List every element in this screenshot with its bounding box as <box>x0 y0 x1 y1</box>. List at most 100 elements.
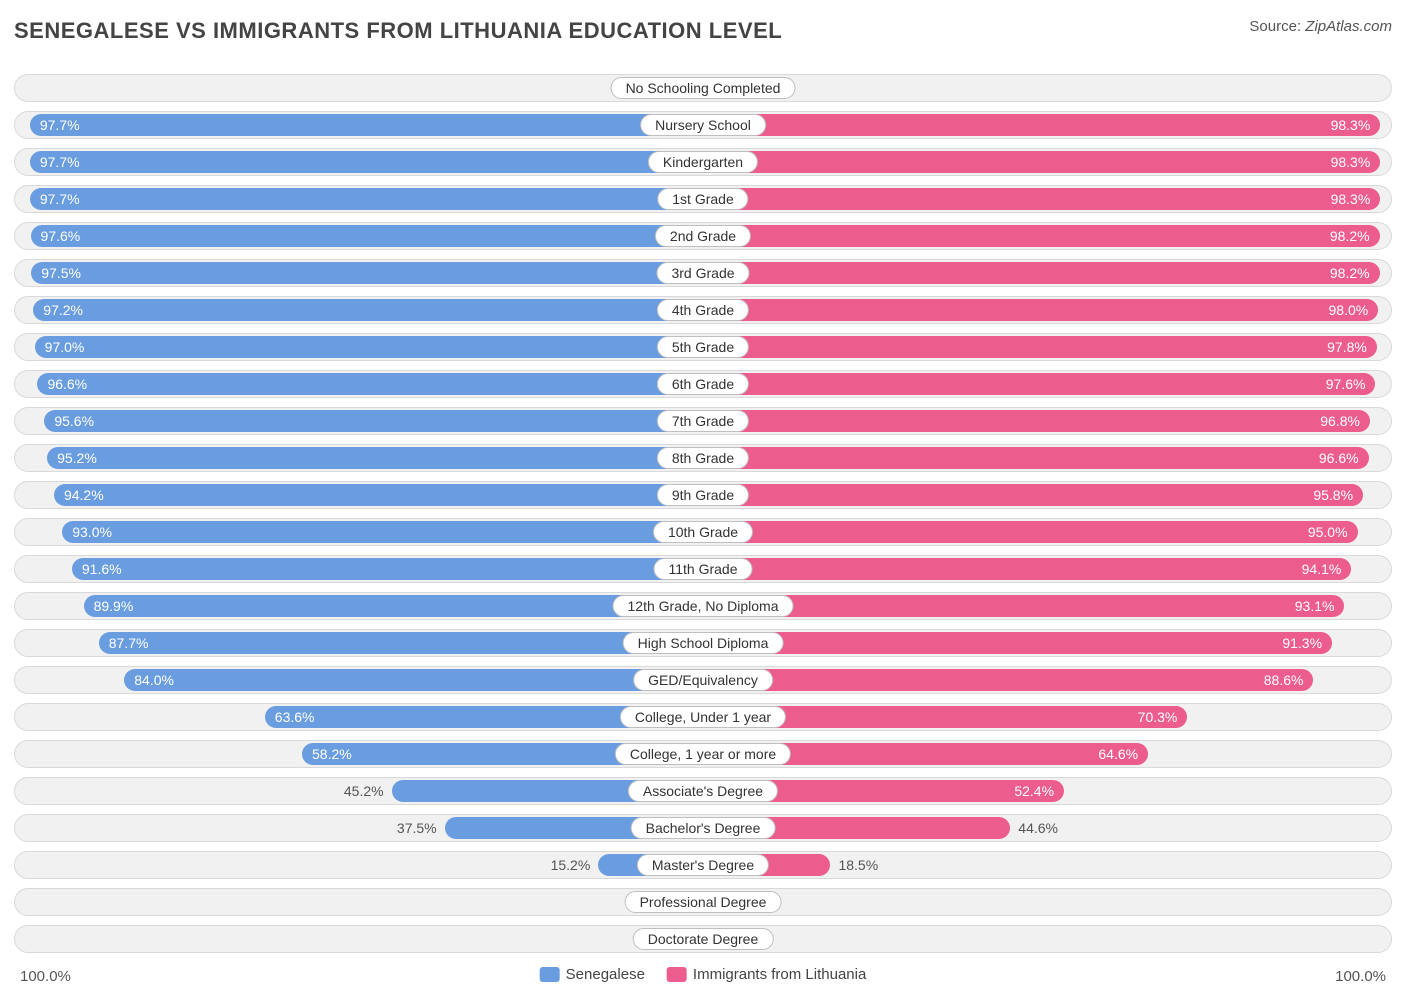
bar-left-value: 97.5% <box>41 265 81 281</box>
row-category-label: Kindergarten <box>648 151 758 173</box>
row-category-label: Master's Degree <box>637 854 769 876</box>
bar-right: 94.1% <box>703 558 1351 580</box>
bar-left-value: 97.7% <box>40 191 80 207</box>
bar-right: 96.8% <box>703 410 1370 432</box>
chart-row: 63.6% 70.3% College, Under 1 year <box>14 703 1392 731</box>
bar-left-value: 95.6% <box>54 413 94 429</box>
bar-left-value: 97.7% <box>40 154 80 170</box>
bar-right-value: 97.8% <box>1327 339 1367 355</box>
bar-left: 91.6% <box>72 558 703 580</box>
chart-row: 89.9%93.1%12th Grade, No Diploma <box>14 592 1392 620</box>
row-category-label: Bachelor's Degree <box>631 817 776 839</box>
chart-row: 2.3%1.7%No Schooling Completed <box>14 74 1392 102</box>
bar-left-value: 97.0% <box>45 339 85 355</box>
bar-left-value: 95.2% <box>57 450 97 466</box>
row-category-label: 8th Grade <box>657 447 749 469</box>
chart-row: 84.0%88.6%GED/Equivalency <box>14 666 1392 694</box>
bar-right-value: 52.4% <box>1014 783 1054 799</box>
bar-right: 93.1% <box>703 595 1344 617</box>
chart-row: 87.7%91.3%High School Diploma <box>14 629 1392 657</box>
bar-left-value: 97.6% <box>41 228 81 244</box>
bar-left-value: 45.2% <box>344 777 384 805</box>
chart-source: Source: ZipAtlas.com <box>1249 18 1392 35</box>
source-label: Source: <box>1249 18 1305 35</box>
chart-row: 97.7% 98.3% Kindergarten <box>14 148 1392 176</box>
bar-right-value: 98.2% <box>1330 265 1370 281</box>
bar-left-value: 15.2% <box>551 851 591 879</box>
bar-right: 98.3% <box>703 188 1380 210</box>
row-category-label: Professional Degree <box>625 891 782 913</box>
chart-row: 37.5% 44.6% Bachelor's Degree <box>14 814 1392 842</box>
bar-right-value: 96.6% <box>1319 450 1359 466</box>
chart-container: SENEGALESE VS IMMIGRANTS FROM LITHUANIA … <box>0 0 1406 975</box>
chart-row: 97.7%98.3%1st Grade <box>14 185 1392 213</box>
bar-right-value: 44.6% <box>1018 814 1058 842</box>
chart-row: 97.5% 98.2% 3rd Grade <box>14 259 1392 287</box>
bar-left-value: 97.7% <box>40 117 80 133</box>
chart-row: 95.6% 96.8% 7th Grade <box>14 407 1392 435</box>
bar-left-value: 37.5% <box>397 814 437 842</box>
chart-row: 97.7%98.3%Nursery School <box>14 111 1392 139</box>
chart-rows: 2.3%1.7%No Schooling Completed97.7%98.3%… <box>14 74 1392 953</box>
bar-left: 95.6% <box>44 410 703 432</box>
chart-row: 2.0%2.2%Doctorate Degree <box>14 925 1392 953</box>
bar-left: 97.5% <box>31 262 703 284</box>
bar-right-value: 98.3% <box>1331 154 1371 170</box>
chart-footer: 100.0% Senegalese Immigrants from Lithua… <box>14 962 1392 996</box>
bar-left: 97.6% <box>31 225 703 247</box>
bar-left: 97.0% <box>35 336 703 358</box>
bar-left-value: 94.2% <box>64 487 104 503</box>
bar-left: 95.2% <box>47 447 703 469</box>
bar-right-value: 96.8% <box>1320 413 1360 429</box>
bar-right-value: 88.6% <box>1264 672 1304 688</box>
bar-left: 87.7% <box>99 632 703 654</box>
row-category-label: GED/Equivalency <box>633 669 773 691</box>
row-category-label: 3rd Grade <box>656 262 749 284</box>
bar-right: 95.8% <box>703 484 1363 506</box>
bar-right-value: 98.2% <box>1330 228 1370 244</box>
bar-right-value: 98.3% <box>1331 191 1371 207</box>
axis-label-right: 100.0% <box>1335 968 1386 985</box>
bar-left: 96.6% <box>37 373 703 395</box>
bar-left-value: 91.6% <box>82 561 122 577</box>
bar-left: 97.7% <box>30 188 703 210</box>
bar-right-value: 18.5% <box>838 851 878 879</box>
chart-title: SENEGALESE VS IMMIGRANTS FROM LITHUANIA … <box>14 18 782 44</box>
chart-row: 97.6%98.2%2nd Grade <box>14 222 1392 250</box>
chart-header: SENEGALESE VS IMMIGRANTS FROM LITHUANIA … <box>14 18 1392 44</box>
row-category-label: 7th Grade <box>657 410 749 432</box>
chart-row: 15.2% 18.5% Master's Degree <box>14 851 1392 879</box>
bar-left: 94.2% <box>54 484 703 506</box>
chart-row: 93.0%95.0%10th Grade <box>14 518 1392 546</box>
bar-right: 88.6% <box>703 669 1313 691</box>
chart-row: 97.0% 97.8% 5th Grade <box>14 333 1392 361</box>
row-category-label: 9th Grade <box>657 484 749 506</box>
chart-row: 4.6%5.6%Professional Degree <box>14 888 1392 916</box>
row-category-label: 6th Grade <box>657 373 749 395</box>
bar-left: 97.2% <box>33 299 703 321</box>
row-category-label: College, Under 1 year <box>620 706 786 728</box>
bar-right-value: 70.3% <box>1138 709 1178 725</box>
bar-right: 98.0% <box>703 299 1378 321</box>
bar-right: 98.3% <box>703 151 1380 173</box>
bar-left-value: 97.2% <box>43 302 83 318</box>
bar-left: 93.0% <box>62 521 703 543</box>
row-category-label: Doctorate Degree <box>633 928 774 950</box>
bar-left-value: 89.9% <box>94 598 134 614</box>
chart-row: 58.2%64.6%College, 1 year or more <box>14 740 1392 768</box>
row-category-label: 5th Grade <box>657 336 749 358</box>
bar-right: 97.8% <box>703 336 1377 358</box>
bar-right-value: 97.6% <box>1326 376 1366 392</box>
bar-left-value: 96.6% <box>47 376 87 392</box>
axis-label-left: 100.0% <box>20 968 71 985</box>
bar-right: 91.3% <box>703 632 1332 654</box>
bar-right-value: 93.1% <box>1295 598 1335 614</box>
bar-right: 98.2% <box>703 225 1380 247</box>
bar-right-value: 98.0% <box>1329 302 1369 318</box>
bar-right: 98.2% <box>703 262 1380 284</box>
bar-left-value: 63.6% <box>275 709 315 725</box>
row-category-label: Nursery School <box>640 114 766 136</box>
bar-right: 96.6% <box>703 447 1369 469</box>
row-category-label: College, 1 year or more <box>615 743 791 765</box>
bar-right-value: 95.0% <box>1308 524 1348 540</box>
